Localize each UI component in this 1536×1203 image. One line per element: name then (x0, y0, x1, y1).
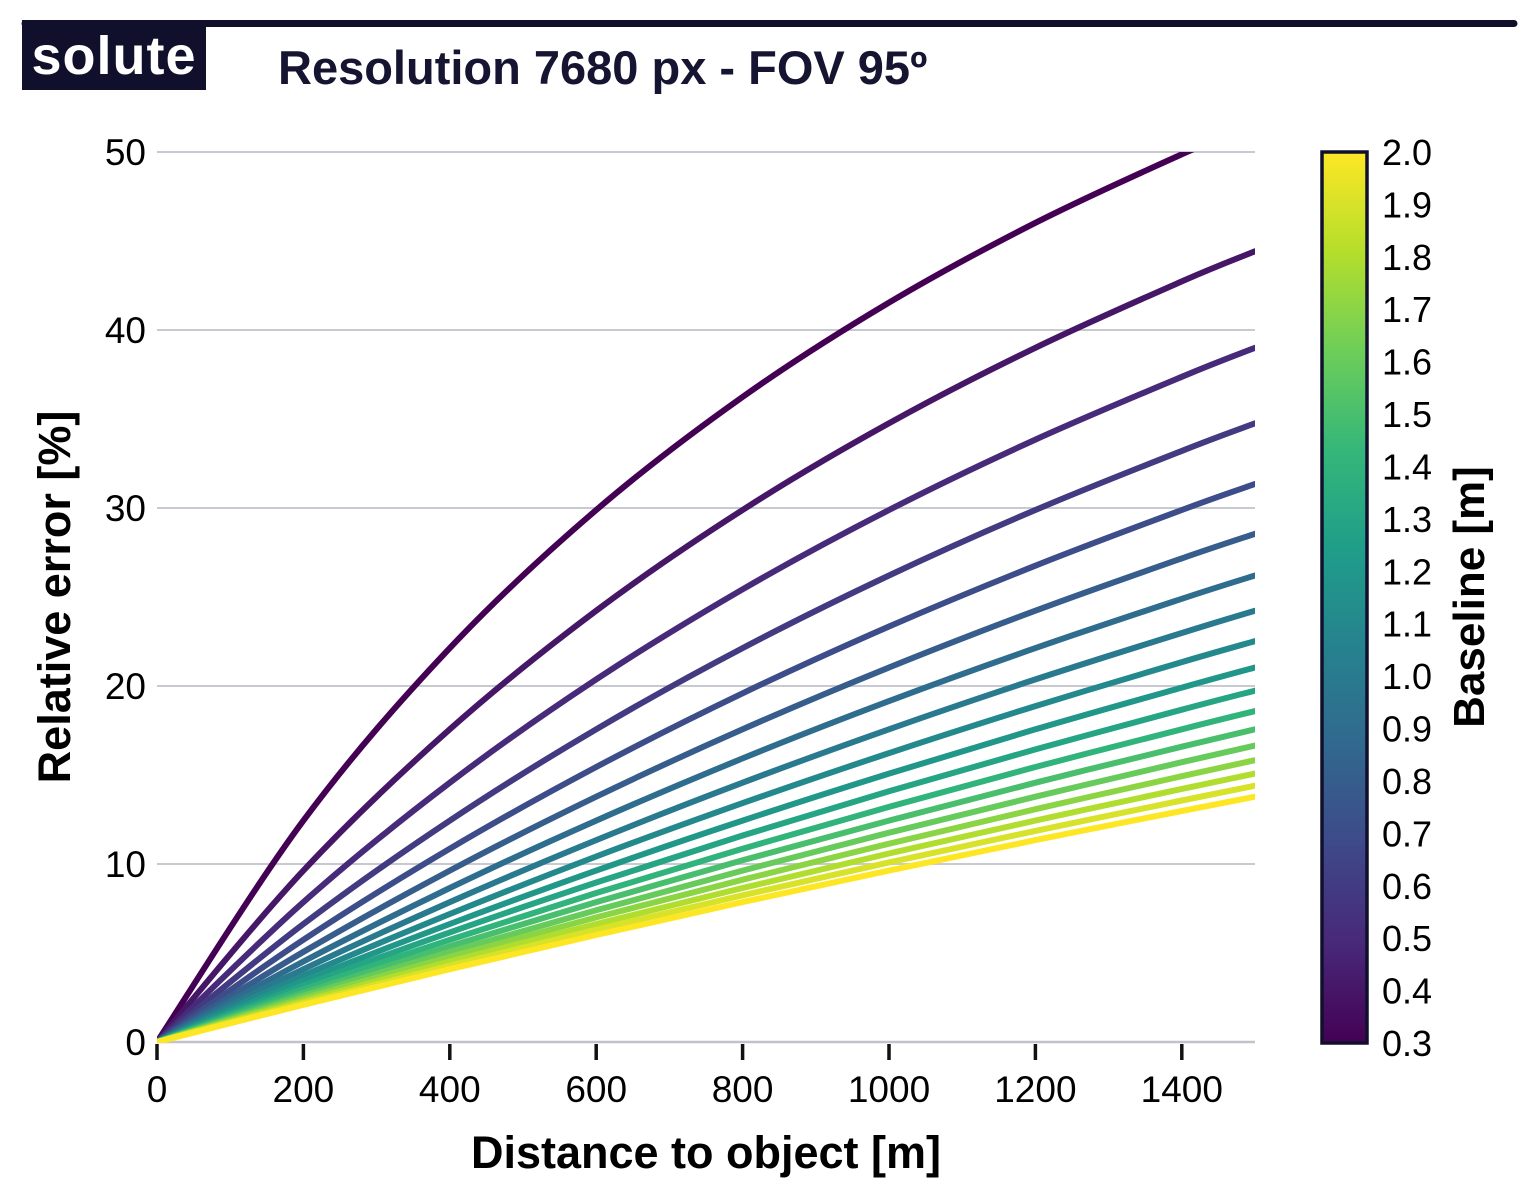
colorbar-tick-label: 1.6 (1382, 342, 1432, 383)
y-tick-label: 30 (105, 488, 146, 529)
curve-baseline-0.5 (157, 344, 1255, 1043)
x-tick-label: 600 (565, 1069, 627, 1110)
x-tick-label: 400 (419, 1069, 481, 1110)
x-axis-label: Distance to object [m] (471, 1127, 941, 1178)
curve-baseline-1.0 (157, 607, 1255, 1043)
curve-baseline-0.4 (157, 248, 1255, 1043)
curve-baseline-0.6 (157, 420, 1255, 1043)
colorbar-gradient (1320, 150, 1369, 1045)
curve-baseline-1.3 (157, 687, 1255, 1043)
colorbar-tick-label: 1.5 (1382, 394, 1432, 435)
curve-baseline-0.8 (157, 530, 1255, 1043)
page-title: Resolution 7680 px - FOV 95º (278, 41, 927, 94)
curve-baseline-0.7 (157, 481, 1255, 1043)
colorbar-tick-label: 2.0 (1382, 132, 1432, 173)
colorbar-tick-label: 1.2 (1382, 551, 1432, 592)
x-tick-label: 1200 (994, 1069, 1076, 1110)
colorbar-title: Baseline [m] (1445, 466, 1494, 728)
x-tick-label: 1000 (848, 1069, 930, 1110)
curve-baseline-1.4 (157, 708, 1255, 1043)
colorbar-tick-label: 1.8 (1382, 237, 1432, 278)
logo-box (22, 20, 206, 90)
colorbar-tick-label: 1.1 (1382, 604, 1432, 645)
colorbar-tick-label: 1.7 (1382, 289, 1432, 330)
colorbar-tick-label: 1.3 (1382, 499, 1432, 540)
curve-baseline-1.5 (157, 726, 1255, 1043)
x-tick-label: 200 (273, 1069, 335, 1110)
colorbar-tick-label: 0.9 (1382, 709, 1432, 750)
y-tick-label: 10 (105, 844, 146, 885)
curve-baseline-1.1 (157, 638, 1255, 1043)
x-axis-ticks: 0 200 400 600 800 1000 1200 1400 (147, 1044, 1223, 1110)
curve-baseline-1.2 (157, 664, 1255, 1043)
x-tick-label: 800 (712, 1069, 774, 1110)
curve-series (157, 152, 1255, 1043)
colorbar-tick-label: 1.9 (1382, 184, 1432, 225)
y-tick-label: 50 (105, 132, 146, 173)
y-tick-label: 0 (125, 1022, 146, 1063)
colorbar-tick-label: 0.4 (1382, 971, 1432, 1012)
y-axis-label: Relative error [%] (29, 411, 80, 784)
colorbar: 2.0 1.9 1.8 1.7 1.6 1.5 1.4 1.3 1.2 1.1 1.0 0.9 0.8 0… (1320, 132, 1494, 1064)
colorbar-tick-label: 0.5 (1382, 918, 1432, 959)
header: solute Resolution 7680 px - FOV 95º (21, 20, 1518, 94)
y-tick-label: 40 (105, 310, 146, 351)
curve-baseline-0.9 (157, 572, 1255, 1043)
logo-text: solute (31, 26, 196, 86)
colorbar-tick-label: 0.8 (1382, 761, 1432, 802)
curve-baseline-2.0 (157, 793, 1255, 1043)
curve-baseline-0.3 (157, 152, 1195, 1043)
y-tick-label: 20 (105, 666, 146, 707)
colorbar-tick-labels: 2.0 1.9 1.8 1.7 1.6 1.5 1.4 1.3 1.2 1.1 1.0 0.9 0.8 0… (1382, 132, 1432, 1064)
colorbar-tick-label: 1.4 (1382, 446, 1432, 487)
y-axis-tick-labels: 0 10 20 30 40 50 (105, 132, 146, 1063)
colorbar-tick-label: 0.3 (1382, 1023, 1432, 1064)
curve-baseline-1.7 (157, 757, 1255, 1043)
colorbar-tick-label: 1.0 (1382, 656, 1432, 697)
x-tick-label: 0 (147, 1069, 168, 1110)
colorbar-tick-label: 0.7 (1382, 813, 1432, 854)
curve-baseline-1.6 (157, 742, 1255, 1043)
x-tick-label: 1400 (1141, 1069, 1223, 1110)
colorbar-tick-label: 0.6 (1382, 866, 1432, 907)
